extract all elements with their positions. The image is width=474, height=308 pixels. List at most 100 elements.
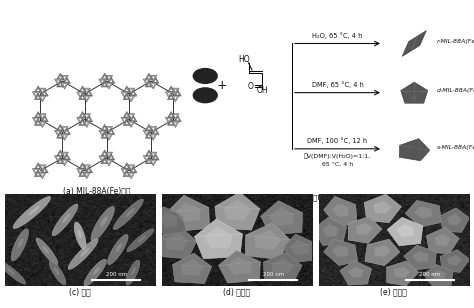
Polygon shape [43,169,46,172]
Polygon shape [35,86,42,92]
Polygon shape [79,119,82,121]
Polygon shape [65,156,68,159]
Ellipse shape [116,243,122,252]
Polygon shape [176,92,179,95]
Polygon shape [59,75,62,78]
Polygon shape [83,88,91,95]
Polygon shape [128,95,135,102]
Polygon shape [81,172,84,176]
Polygon shape [63,154,71,160]
Polygon shape [41,89,44,92]
Polygon shape [79,163,86,169]
Polygon shape [152,135,155,138]
Ellipse shape [49,260,66,285]
Polygon shape [356,223,373,235]
Polygon shape [219,250,260,283]
Polygon shape [123,111,130,118]
Polygon shape [447,255,462,265]
Polygon shape [83,114,91,120]
Polygon shape [56,157,60,160]
Polygon shape [167,119,175,125]
Polygon shape [439,208,470,232]
Polygon shape [63,161,66,164]
Polygon shape [79,119,86,125]
Ellipse shape [131,267,136,275]
Text: O: O [247,82,253,91]
Polygon shape [79,170,86,176]
Polygon shape [423,265,453,287]
Ellipse shape [0,261,26,284]
Polygon shape [41,166,48,173]
Ellipse shape [93,267,100,275]
Polygon shape [103,152,106,155]
Polygon shape [125,88,128,91]
Polygon shape [129,89,133,92]
Polygon shape [79,93,82,96]
Polygon shape [105,127,113,133]
Circle shape [193,69,217,83]
Polygon shape [147,127,151,130]
Text: 200 nm: 200 nm [419,272,441,277]
Polygon shape [81,96,84,99]
Ellipse shape [74,222,86,249]
Polygon shape [101,80,104,83]
Text: 或V(DMF):V(H₂O)=1:1,: 或V(DMF):V(H₂O)=1:1, [304,153,371,159]
Polygon shape [143,79,151,85]
Polygon shape [145,73,153,79]
Polygon shape [107,84,110,87]
Ellipse shape [126,260,140,285]
Polygon shape [170,88,173,91]
Polygon shape [158,226,197,259]
Polygon shape [401,82,428,103]
Polygon shape [34,170,37,173]
Polygon shape [172,88,179,95]
Polygon shape [59,134,62,137]
Polygon shape [85,89,89,92]
Polygon shape [79,170,82,173]
Polygon shape [150,152,157,159]
Polygon shape [81,88,84,91]
Polygon shape [150,75,157,82]
Text: HO: HO [238,55,250,64]
Polygon shape [147,83,151,86]
Polygon shape [63,84,66,87]
Polygon shape [36,172,40,176]
Polygon shape [56,124,64,131]
Polygon shape [261,201,302,235]
Polygon shape [63,77,71,83]
Polygon shape [55,79,62,85]
Polygon shape [41,122,44,125]
Ellipse shape [138,235,146,242]
Polygon shape [55,156,62,162]
Polygon shape [172,121,179,128]
Polygon shape [77,168,84,175]
Polygon shape [107,161,110,164]
Polygon shape [41,173,44,176]
Polygon shape [85,90,92,96]
Ellipse shape [52,204,78,236]
Polygon shape [434,234,451,246]
Polygon shape [129,115,133,118]
Polygon shape [152,76,155,79]
Ellipse shape [84,259,107,286]
Polygon shape [81,114,84,117]
Polygon shape [170,114,173,117]
Polygon shape [105,83,113,89]
Polygon shape [105,75,113,82]
Polygon shape [152,128,155,131]
Ellipse shape [42,246,49,254]
Polygon shape [412,251,428,262]
Polygon shape [174,115,182,122]
Polygon shape [56,81,64,87]
Polygon shape [83,121,91,128]
Polygon shape [150,83,157,89]
Text: 200 nm: 200 nm [263,272,284,277]
Polygon shape [109,130,113,133]
Polygon shape [129,97,133,99]
Polygon shape [56,157,64,164]
Polygon shape [145,157,148,160]
Polygon shape [150,160,157,166]
Polygon shape [172,114,179,120]
Polygon shape [35,111,42,118]
Ellipse shape [63,213,71,223]
